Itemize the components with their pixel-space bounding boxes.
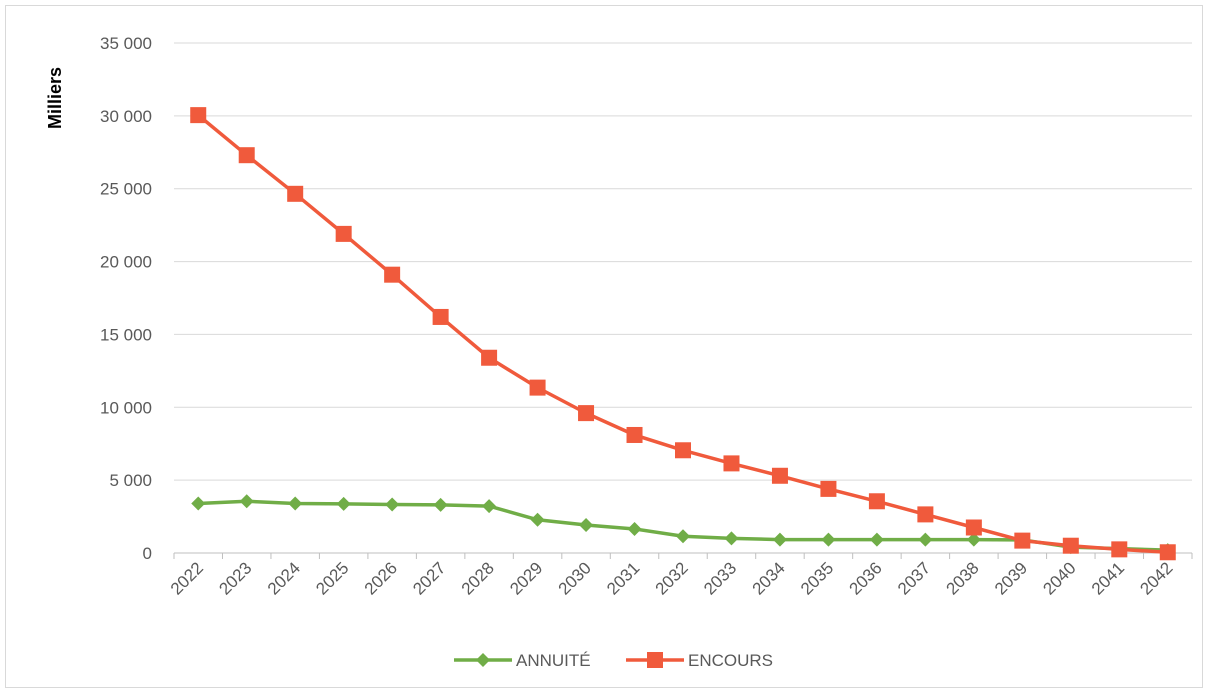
data-point (965, 519, 982, 536)
y-tick-label: 35 000 (100, 34, 152, 53)
data-point (917, 506, 934, 523)
data-point (724, 531, 739, 546)
data-point (335, 225, 352, 242)
data-point (385, 497, 400, 512)
data-point (1062, 537, 1079, 554)
x-tick-label: 2042 (1136, 558, 1176, 598)
data-point (627, 521, 642, 536)
data-point (336, 496, 351, 511)
data-point (772, 532, 787, 547)
data-point (821, 532, 836, 547)
x-tick-label: 2036 (846, 558, 886, 598)
x-axis-ticks: 2022 2023 2024 2025 2026 2027 2028 2029 2030 2031… (167, 553, 1193, 599)
legend-marker (647, 652, 663, 668)
chart-area: 0 5 000 10 000 15 000 20 000 25 000 30 000 35 0… (5, 5, 1203, 688)
legend-item-annuité: ANNUITÉ (454, 651, 591, 670)
data-point (723, 455, 740, 472)
x-tick-label: 2029 (506, 558, 546, 598)
series-layer (190, 107, 1176, 561)
data-point (287, 185, 304, 202)
y-tick-label: 20 000 (100, 253, 152, 272)
data-point (530, 512, 545, 527)
data-point (239, 494, 254, 509)
data-point (771, 467, 788, 484)
data-point (288, 496, 303, 511)
data-point (868, 493, 885, 510)
data-point (238, 147, 255, 164)
legend-marker (476, 653, 490, 667)
data-point (578, 405, 595, 422)
y-tick-label: 10 000 (100, 398, 152, 417)
data-point (820, 480, 837, 497)
x-tick-label: 2026 (361, 558, 401, 598)
data-point (432, 308, 449, 325)
x-tick-label: 2022 (167, 558, 207, 598)
x-tick-label: 2032 (652, 558, 692, 598)
x-tick-label: 2027 (409, 558, 449, 598)
data-point (579, 518, 594, 533)
x-tick-label: 2033 (700, 558, 740, 598)
x-tick-label: 2037 (894, 558, 934, 598)
data-point (966, 532, 981, 547)
data-point (1014, 532, 1031, 549)
series-encours (190, 107, 1176, 561)
x-tick-label: 2034 (749, 558, 789, 598)
data-point (676, 529, 690, 544)
legend: ANNUITÉ ENCOURS (454, 651, 773, 670)
y-tick-label: 0 (143, 544, 152, 563)
data-point (190, 107, 207, 124)
gridlines (174, 42, 1192, 554)
y-axis-label: Milliers (45, 67, 65, 129)
y-tick-label: 15 000 (100, 325, 152, 344)
x-tick-label: 2024 (264, 558, 304, 598)
data-point (626, 426, 643, 443)
x-tick-label: 2039 (991, 558, 1031, 598)
data-point (1111, 541, 1128, 558)
x-tick-label: 2031 (603, 558, 643, 598)
data-point (433, 497, 448, 512)
x-tick-label: 2025 (312, 558, 352, 598)
data-point (481, 349, 498, 366)
x-tick-label: 2030 (555, 558, 595, 598)
data-point (191, 496, 206, 511)
legend-item-encours: ENCOURS (626, 651, 773, 670)
y-tick-label: 25 000 (100, 180, 152, 199)
legend-label: ANNUITÉ (516, 651, 591, 670)
data-point (529, 379, 546, 396)
x-tick-label: 2040 (1039, 558, 1079, 598)
data-point (918, 532, 933, 547)
y-tick-label: 30 000 (100, 107, 152, 126)
legend-label: ENCOURS (688, 651, 773, 670)
x-tick-label: 2041 (1088, 558, 1128, 598)
data-point (384, 266, 401, 283)
y-tick-label: 5 000 (109, 471, 152, 490)
data-point (675, 442, 691, 459)
series-line (197, 113, 1168, 555)
x-tick-label: 2038 (943, 558, 983, 598)
line-chart: 0 5 000 10 000 15 000 20 000 25 000 30 000 35 0… (45, 34, 1193, 670)
x-tick-label: 2028 (458, 558, 498, 598)
data-point (869, 532, 884, 547)
x-tick-label: 2035 (797, 558, 837, 598)
y-axis-ticks: 0 5 000 10 000 15 000 20 000 25 000 30 000 35 0… (100, 34, 152, 563)
x-tick-label: 2023 (215, 558, 255, 598)
data-point (482, 499, 497, 514)
data-point (1159, 544, 1176, 561)
